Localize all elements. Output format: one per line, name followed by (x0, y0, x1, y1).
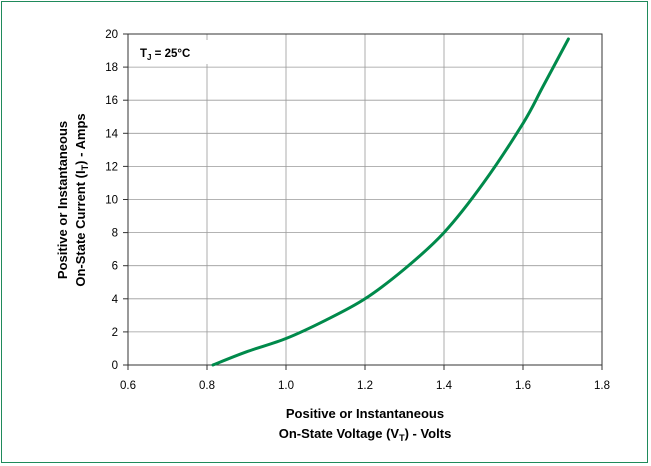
x-tick-label: 1.2 (357, 380, 373, 392)
annotation-temp: TJ = 25°C (140, 48, 190, 62)
y-axis-title: Positive or Instantaneous On-State Curre… (55, 113, 90, 286)
x-axis-title-line2: On-State Voltage (VT) - Volts (279, 426, 452, 443)
x-tick-label: 1.8 (594, 380, 610, 392)
x-tick-label: 0.8 (199, 380, 215, 392)
y-tick-label: 12 (105, 161, 118, 173)
x-tick-label: 1.4 (436, 380, 453, 392)
x-tick-label: 0.6 (120, 380, 136, 392)
y-tick-label: 0 (112, 360, 118, 372)
x-axis-ticks: 0.6 0.8 1.0 1.2 1.4 1.6 1.8 (120, 365, 610, 392)
y-axis-title-line2: On-State Current (IT) - Amps (73, 113, 90, 286)
y-tick-label: 4 (112, 294, 119, 306)
x-axis-title-line1: Positive or Instantaneous (286, 406, 444, 421)
y-tick-label: 10 (105, 195, 118, 207)
y-tick-label: 6 (112, 261, 118, 273)
y-axis-ticks: 0 2 4 6 8 10 12 14 16 18 20 (105, 29, 128, 372)
y-axis-title-line1: Positive or Instantaneous (55, 121, 70, 279)
annotation-box: TJ = 25°C (134, 40, 208, 64)
y-tick-label: 14 (105, 128, 118, 140)
x-tick-label: 1.0 (278, 380, 294, 392)
series-line (211, 37, 570, 367)
y-tick-label: 8 (112, 228, 118, 240)
x-tick-label: 1.6 (515, 380, 531, 392)
series-layer (211, 37, 570, 367)
y-tick-label: 16 (105, 95, 118, 107)
y-tick-label: 20 (105, 29, 118, 41)
y-tick-label: 2 (112, 327, 118, 339)
y-tick-label: 18 (105, 62, 118, 74)
